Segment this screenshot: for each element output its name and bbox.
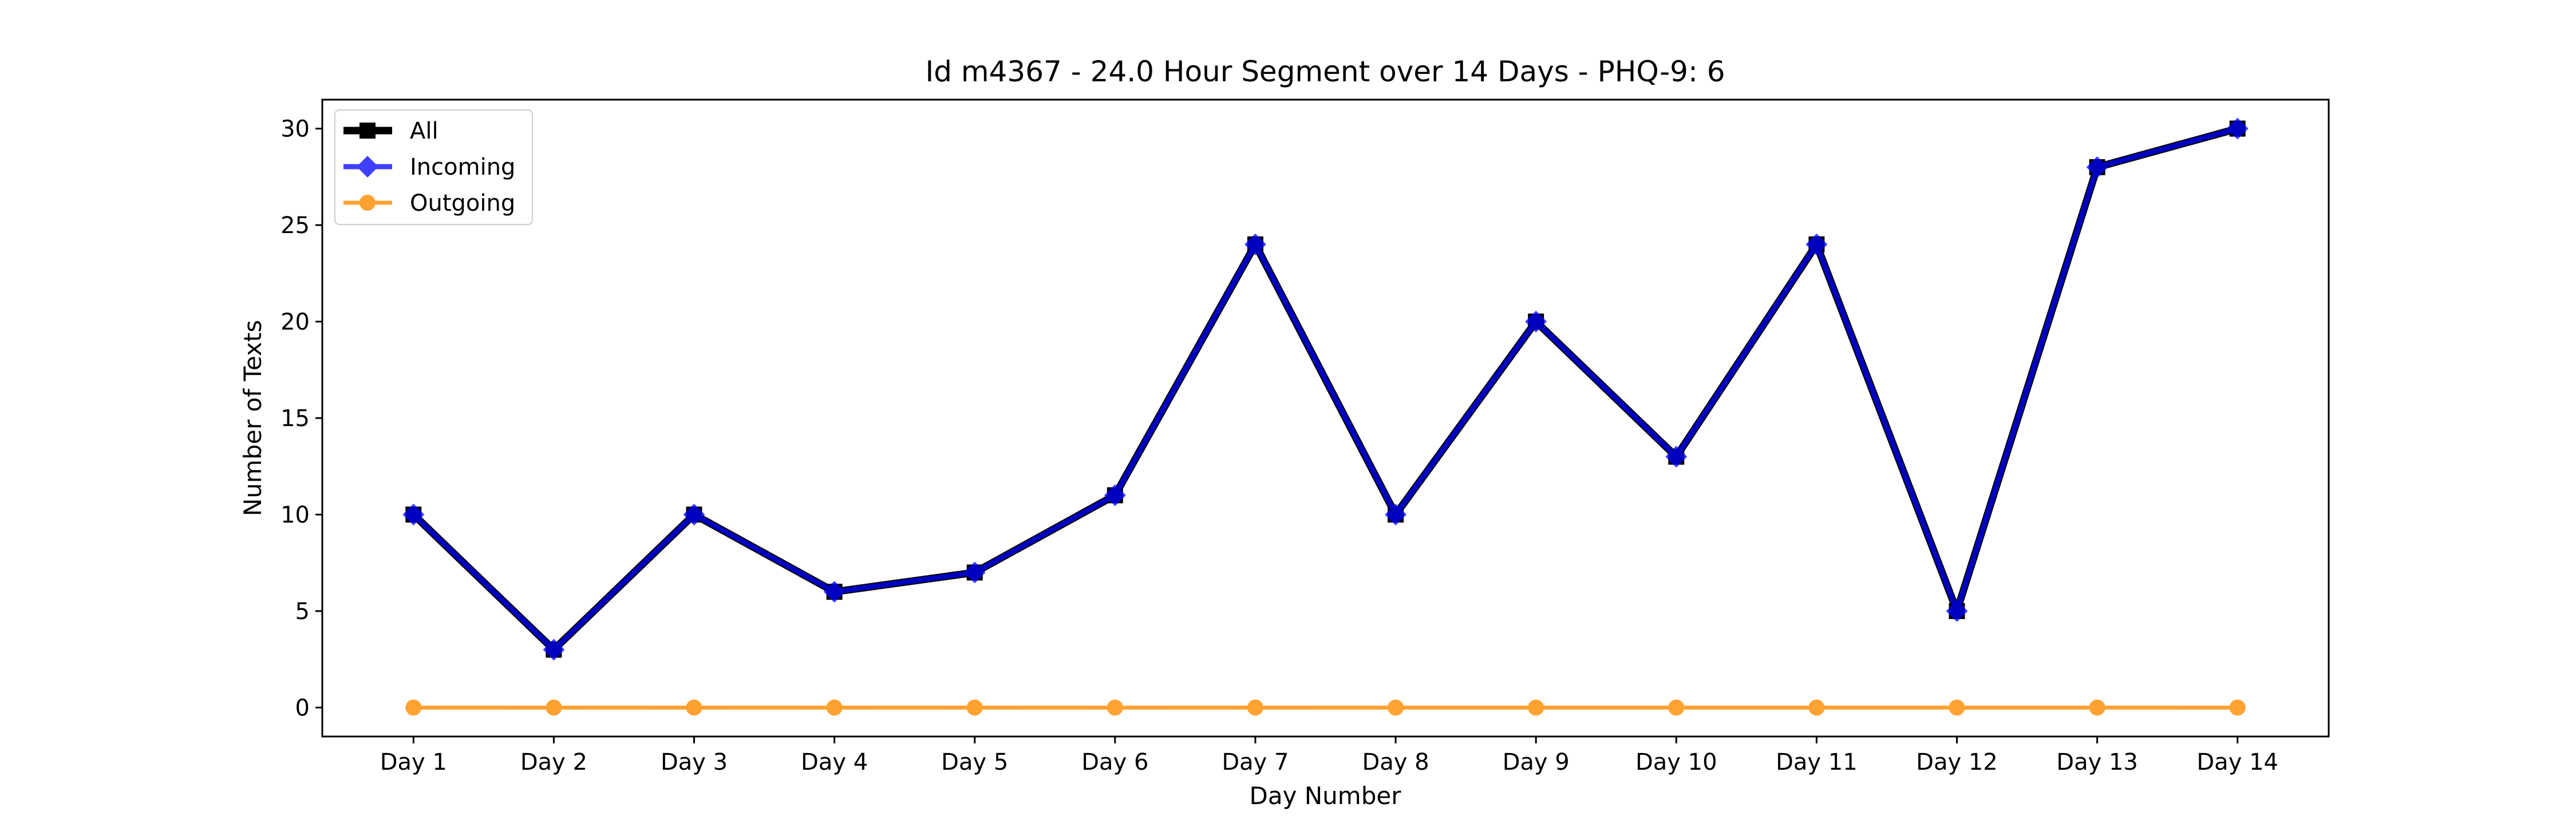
- series-incoming-point-12: [1946, 600, 1968, 622]
- series-incoming-point-2: [543, 639, 565, 661]
- series-incoming-point-5: [963, 561, 986, 584]
- x-tick-label: Day 13: [2056, 749, 2138, 775]
- x-tick-label: Day 3: [661, 749, 728, 775]
- series-incoming-point-13: [2086, 156, 2108, 178]
- series-incoming-point-11: [1805, 233, 1828, 255]
- legend-outgoing-label: Outgoing: [410, 190, 515, 216]
- legend-all-label: All: [410, 118, 438, 144]
- x-tick-label: Day 1: [380, 749, 447, 775]
- legend-incoming-point-1: [357, 156, 378, 178]
- series-incoming: [402, 117, 2249, 661]
- series-outgoing-point-3: [686, 699, 702, 716]
- x-tick-label: Day 7: [1222, 749, 1289, 775]
- series-outgoing-point-2: [546, 699, 562, 716]
- series-layer: [402, 117, 2249, 716]
- series-outgoing-point-13: [2089, 699, 2105, 716]
- series-incoming-point-7: [1244, 233, 1266, 255]
- series-outgoing-point-7: [1247, 699, 1263, 716]
- series-outgoing-point-5: [966, 699, 983, 716]
- series-incoming-point-10: [1665, 446, 1688, 468]
- x-tick-label: Day 9: [1503, 749, 1570, 775]
- y-tick-label: 25: [280, 212, 310, 239]
- y-tick-label: 10: [280, 502, 310, 528]
- x-tick-label: Day 12: [1916, 749, 1998, 775]
- x-tick-label: Day 2: [520, 749, 587, 775]
- y-tick-label: 20: [280, 309, 310, 336]
- y-tick-label: 30: [280, 116, 310, 143]
- legend-all-point-1: [359, 123, 376, 139]
- series-incoming-point-6: [1104, 484, 1126, 506]
- x-tick-label: Day 11: [1776, 749, 1858, 775]
- series-incoming-line: [412, 126, 2238, 652]
- legend-frame: [334, 109, 533, 225]
- legend: All Incoming Outgoing: [334, 109, 533, 225]
- series-incoming-point-1: [402, 503, 425, 526]
- series-outgoing-point-6: [1107, 699, 1123, 716]
- series-outgoing-point-11: [1808, 699, 1825, 716]
- series-incoming-point-4: [823, 581, 846, 603]
- x-tick-label: Day 6: [1081, 749, 1148, 775]
- y-axis-label: Number of Texts: [239, 320, 267, 517]
- series-outgoing-point-4: [826, 699, 843, 716]
- legend-incoming-label: Incoming: [410, 154, 515, 180]
- series-incoming-point-8: [1385, 503, 1407, 526]
- legend-all-swatch: [343, 123, 392, 139]
- legend-incoming-swatch: [343, 156, 392, 178]
- series-outgoing-point-8: [1388, 699, 1404, 716]
- series-outgoing-point-1: [405, 699, 422, 716]
- legend-outgoing-swatch: [343, 195, 392, 211]
- series-outgoing: [405, 699, 2246, 716]
- series-outgoing-point-12: [1949, 699, 1965, 716]
- y-tick-label: 0: [295, 695, 310, 721]
- x-tick-label: Day 10: [1635, 749, 1717, 775]
- legend-outgoing-point-1: [359, 195, 376, 211]
- x-tick-label: Day 4: [801, 749, 868, 775]
- y-axis: 0 5 10 15 20 25 30: [280, 116, 322, 721]
- y-tick-label: 15: [280, 405, 310, 432]
- series-outgoing-point-10: [1668, 699, 1685, 716]
- y-tick-label: 5: [295, 598, 310, 625]
- chart-title: Id m4367 - 24.0 Hour Segment over 14 Day…: [925, 55, 1725, 88]
- series-outgoing-point-9: [1528, 699, 1544, 716]
- series-incoming-point-9: [1525, 310, 1547, 333]
- x-tick-label: Day 5: [941, 749, 1008, 775]
- series-incoming-point-3: [683, 503, 705, 526]
- series-outgoing-point-14: [2229, 699, 2246, 716]
- x-tick-label: Day 14: [2196, 749, 2278, 775]
- x-tick-label: Day 8: [1362, 749, 1429, 775]
- series-incoming-point-14: [2226, 117, 2249, 140]
- x-axis-label: Day Number: [1249, 782, 1401, 810]
- x-axis: Day 1 Day 2 Day 3 Day 4 Day 5 Day 6 Day 7 Day 8…: [380, 737, 2278, 775]
